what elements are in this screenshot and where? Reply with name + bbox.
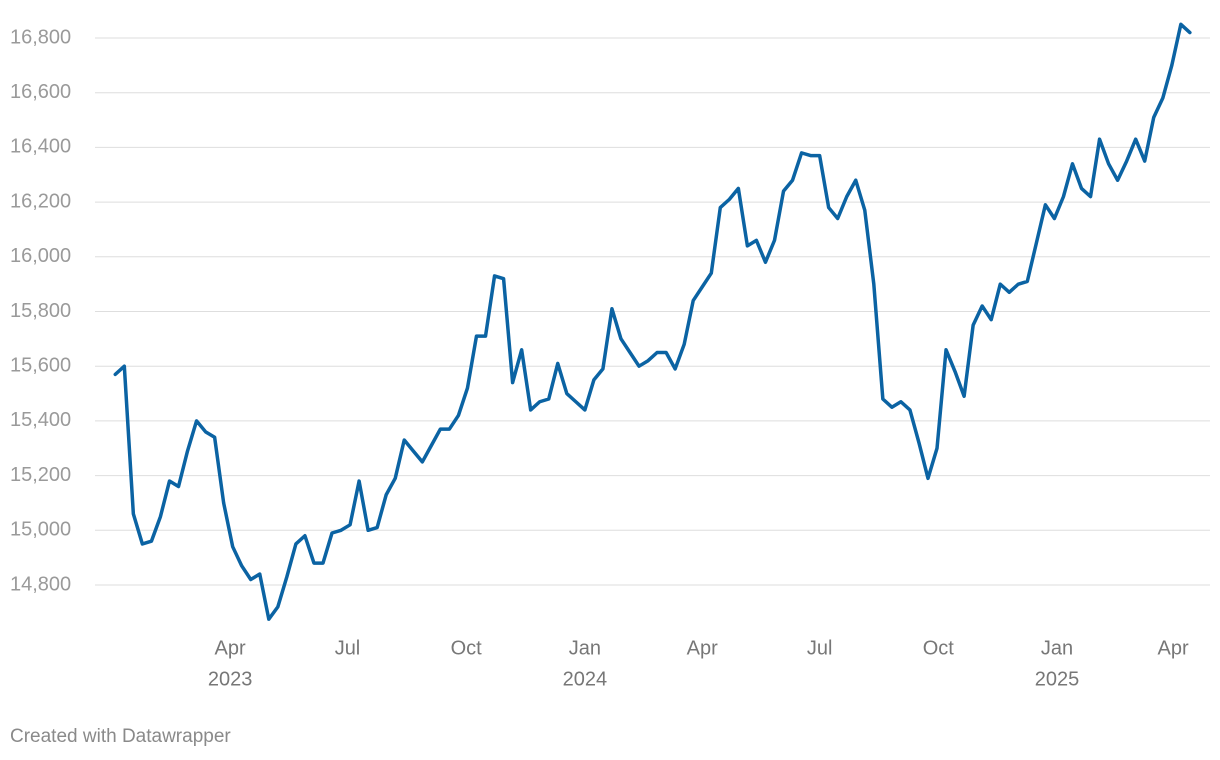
x-tick-label: Oct	[451, 637, 483, 659]
x-tick-year: 2023	[208, 668, 253, 690]
y-tick-label: 14,800	[10, 573, 71, 595]
y-tick-label: 16,800	[10, 26, 71, 48]
x-tick-label: Jul	[807, 637, 833, 659]
footer: Created with Datawrapper	[10, 726, 231, 747]
x-tick-label: Apr	[687, 637, 718, 659]
y-tick-label: 15,400	[10, 409, 71, 431]
x-tick-label: Apr	[1158, 637, 1189, 659]
y-tick-label: 15,800	[10, 300, 71, 322]
x-tick-year: 2025	[1035, 668, 1080, 690]
y-tick-label: 15,000	[10, 519, 71, 541]
y-tick-label: 16,600	[10, 81, 71, 103]
y-tick-label: 15,200	[10, 464, 71, 486]
x-tick-label: Apr	[215, 637, 246, 659]
x-tick-label: Jan	[569, 637, 601, 659]
x-tick-label: Oct	[923, 637, 955, 659]
line	[113, 22, 1192, 621]
y-tick-label: 16,400	[10, 136, 71, 158]
x-tick-label: Jan	[1041, 637, 1073, 659]
x-tick-label: Jul	[335, 637, 361, 659]
y-tick-label: 16,200	[10, 190, 71, 212]
x-tick-year: 2024	[563, 668, 608, 690]
y-tick-label: 16,000	[10, 245, 71, 267]
y-tick-label: 15,600	[10, 354, 71, 376]
